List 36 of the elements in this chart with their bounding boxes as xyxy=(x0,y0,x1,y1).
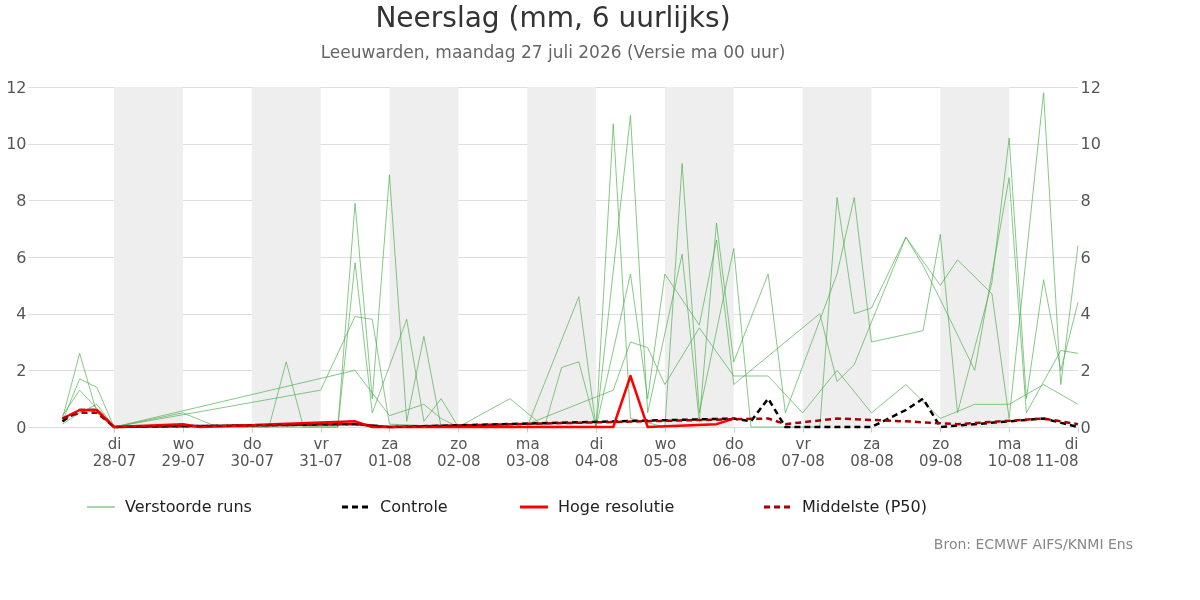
y-tick-label: 4 xyxy=(16,304,27,324)
legend-label: Verstoorde runs xyxy=(125,497,252,516)
x-tick-label: vr 31-07 xyxy=(299,434,343,470)
x-tick-label: di 11-08 xyxy=(1034,434,1079,470)
y2-tick-label: 10 xyxy=(1080,134,1101,154)
y-tick-label: 12 xyxy=(6,77,27,97)
y2-tick-label: 0 xyxy=(1080,417,1091,437)
chart-subtitle: Leeuwarden, maandag 27 juli 2026 (Versie ma 00 uur) xyxy=(320,42,786,62)
legend-label: Hoge resolutie xyxy=(558,497,675,516)
x-tick-label: za 01-08 xyxy=(368,434,412,470)
x-tick-label: do 30-07 xyxy=(230,434,275,470)
x-tick-label: ma 03-08 xyxy=(505,434,550,470)
x-tick-label: wo 05-08 xyxy=(643,434,688,470)
x-tick-label: di 04-08 xyxy=(574,434,619,470)
y2-tick-label: 12 xyxy=(1080,77,1101,97)
chart-title: Neerslag (mm, 6 uurlijks) xyxy=(375,1,731,34)
x-tick-label: wo 29-07 xyxy=(161,434,206,470)
x-tick-label: di 28-07 xyxy=(92,434,137,470)
y2-tick-label: 8 xyxy=(1080,190,1091,210)
y-tick-label: 8 xyxy=(16,190,27,210)
y-tick-label: 0 xyxy=(16,417,27,437)
x-tick-label: zo 02-08 xyxy=(437,434,481,470)
x-tick-label: zo 09-08 xyxy=(919,434,963,470)
x-tick-label: vr 07-08 xyxy=(781,434,825,470)
x-tick-label: do 06-08 xyxy=(712,434,757,470)
y-tick-label: 6 xyxy=(16,247,27,267)
legend-label: Middelste (P50) xyxy=(802,497,927,516)
text: Bron: ECMWF AIFS/KNMI Ens xyxy=(933,536,1133,552)
y-tick-label: 2 xyxy=(16,360,27,380)
x-tick-label: za 08-08 xyxy=(850,434,894,470)
x-tick-label: ma 10-08 xyxy=(987,434,1032,470)
y2-tick-label: 6 xyxy=(1080,247,1091,267)
legend-label: Controle xyxy=(380,497,448,516)
y2-tick-label: 2 xyxy=(1080,360,1091,380)
y2-tick-label: 4 xyxy=(1080,304,1091,324)
y-tick-label: 10 xyxy=(6,134,27,154)
